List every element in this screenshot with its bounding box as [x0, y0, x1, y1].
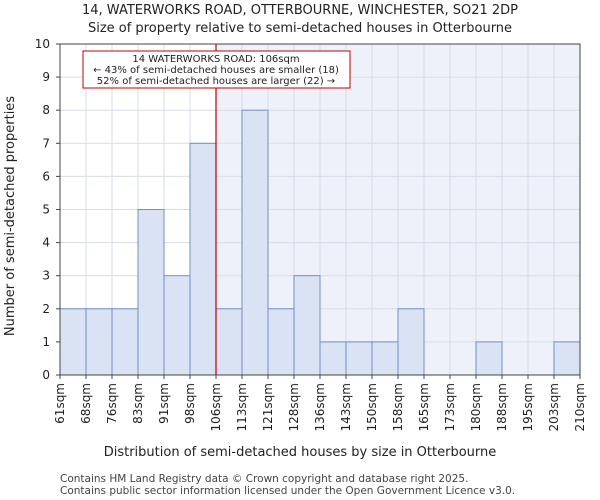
- histogram-bar: [475, 341, 503, 376]
- histogram-bar: [111, 308, 139, 376]
- x-tick-label: 143sqm: [339, 383, 353, 431]
- x-tick-label: 165sqm: [417, 383, 431, 431]
- x-tick-label: 203sqm: [547, 383, 561, 431]
- footer-licence: Contains public sector information licen…: [60, 485, 516, 497]
- x-tick-label: 68sqm: [79, 383, 93, 424]
- y-tick-label: 5: [42, 203, 50, 217]
- x-tick-label: 128sqm: [287, 383, 301, 431]
- x-axis-ticks: 61sqm 68sqm 76sqm 83sqm 91sqm 98sqm 106sqm 113s…: [53, 375, 587, 431]
- annotation-line-2: ← 43% of semi-detached houses are smalle…: [93, 65, 339, 76]
- y-tick-label: 4: [42, 236, 50, 250]
- histogram-bar: [189, 142, 217, 376]
- x-tick-label: 210sqm: [573, 383, 587, 431]
- x-tick-label: 91sqm: [157, 383, 171, 424]
- annotation-box: [82, 50, 351, 89]
- y-tick-label: 9: [42, 70, 50, 84]
- chart-subtitle: Size of property relative to semi-detach…: [88, 21, 512, 36]
- y-axis-label: Number of semi-detached properties: [3, 96, 18, 336]
- plot-area: 0 1 2 3 4 5 6 7 8 9 10 61sqm 68sqm 76sqm 83sqm 91sqm 98…: [35, 37, 587, 431]
- x-tick-label: 150sqm: [365, 383, 379, 431]
- annotation-line-1: 14 WATERWORKS ROAD: 106sqm: [132, 54, 299, 65]
- y-tick-label: 7: [42, 136, 50, 150]
- x-tick-label: 113sqm: [235, 383, 249, 431]
- histogram-bar: [345, 341, 373, 376]
- y-tick-label: 2: [42, 302, 50, 316]
- y-tick-label: 6: [42, 169, 50, 183]
- x-tick-label: 61sqm: [53, 383, 67, 424]
- histogram-bar: [163, 275, 191, 376]
- y-tick-label: 10: [35, 37, 50, 51]
- x-tick-label: 173sqm: [443, 383, 457, 431]
- x-tick-label: 136sqm: [313, 383, 327, 431]
- histogram-bar: [85, 308, 113, 376]
- x-tick-label: 98sqm: [183, 383, 197, 424]
- histogram-bar: [267, 308, 295, 376]
- histogram-bar: [319, 341, 347, 376]
- x-tick-label: 188sqm: [495, 383, 509, 431]
- histogram-bar: [397, 308, 425, 376]
- x-tick-label: 83sqm: [131, 383, 145, 424]
- histogram-bar: [371, 341, 399, 376]
- histogram-bar: [293, 275, 321, 376]
- y-tick-label: 1: [42, 335, 50, 349]
- histogram-bar: [553, 341, 581, 376]
- x-tick-label: 180sqm: [469, 383, 483, 431]
- histogram-bar: [137, 209, 165, 376]
- x-tick-label: 195sqm: [521, 383, 535, 431]
- property-annotation: 14 WATERWORKS ROAD: 106sqm ← 43% of semi…: [82, 50, 351, 89]
- chart-title: 14, WATERWORKS ROAD, OTTERBOURNE, WINCHE…: [82, 3, 518, 18]
- x-tick-label: 158sqm: [391, 383, 405, 431]
- histogram-bar: [59, 308, 87, 376]
- y-tick-label: 8: [42, 103, 50, 117]
- x-tick-label: 121sqm: [261, 383, 275, 431]
- footer-copyright: Contains HM Land Registry data © Crown c…: [60, 473, 469, 485]
- y-axis-ticks: 0 1 2 3 4 5 6 7 8 9 10: [35, 37, 60, 382]
- histogram-bar: [215, 308, 243, 376]
- x-tick-label: 76sqm: [105, 383, 119, 424]
- x-axis-label: Distribution of semi-detached houses by …: [104, 445, 497, 460]
- y-tick-label: 3: [42, 269, 50, 283]
- annotation-line-3: 52% of semi-detached houses are larger (…: [97, 76, 335, 87]
- x-tick-label: 106sqm: [209, 383, 223, 431]
- histogram-bar: [241, 109, 269, 376]
- y-tick-label: 0: [42, 368, 50, 382]
